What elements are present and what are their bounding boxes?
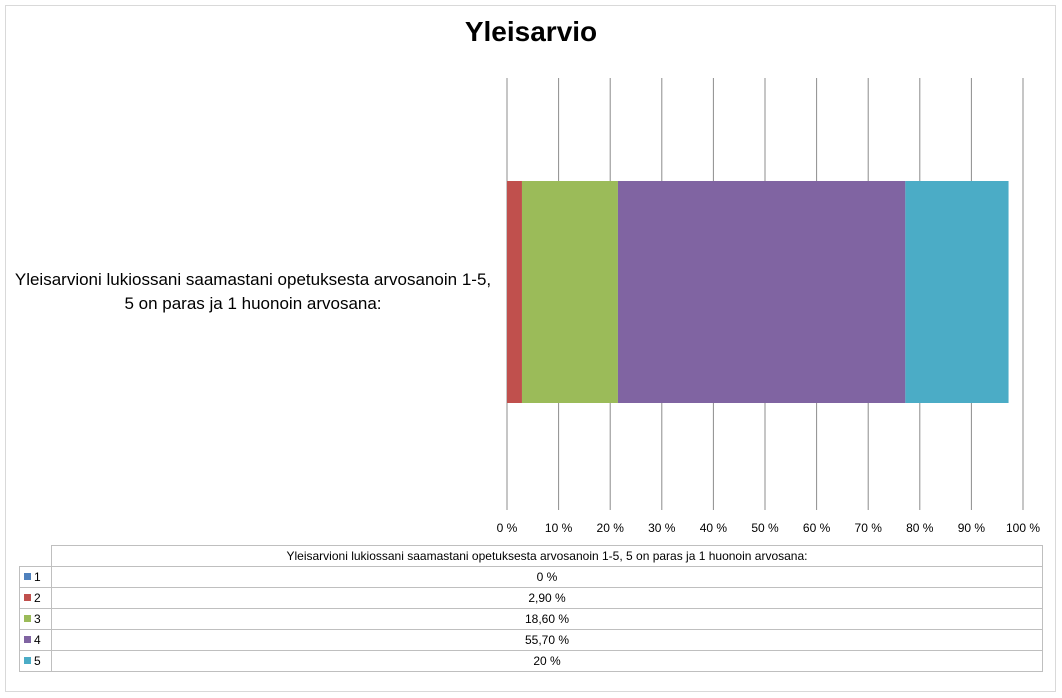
legend-swatch: [24, 636, 31, 644]
x-tick-label: 40 %: [700, 521, 728, 535]
data-table: Yleisarvioni lukiossani saamastani opetu…: [19, 545, 1043, 672]
x-tick-label: 80 %: [906, 521, 934, 535]
chart-title: Yleisarvio: [464, 16, 598, 47]
data-table-row: 2 2,90 %: [19, 587, 1043, 609]
legend-label: 3: [34, 612, 41, 626]
bar-segment-3: [521, 181, 618, 403]
legend-label: 1: [34, 570, 41, 584]
bar-segment-4: [617, 181, 906, 403]
data-table-corner: [19, 545, 52, 567]
x-tick-label: 100 %: [1006, 521, 1040, 535]
x-tick-label: 30 %: [648, 521, 676, 535]
bar-segment-2: [507, 181, 522, 403]
data-table-row: 3 18,60 %: [19, 608, 1043, 630]
data-table-value: 20 %: [51, 650, 1043, 672]
legend-label: 2: [34, 591, 41, 605]
x-tick-label: 90 %: [958, 521, 986, 535]
x-axis-ticks: 0 % 10 % 20 % 30 % 40 % 50 % 60 % 70 % 80 % 90 % 1…: [497, 521, 1041, 535]
legend-key-5: 5: [19, 650, 52, 672]
x-tick-label: 50 %: [751, 521, 779, 535]
legend-swatch: [24, 657, 31, 665]
data-table-header: Yleisarvioni lukiossani saamastani opetu…: [51, 545, 1043, 567]
legend-swatch: [24, 615, 31, 623]
data-table-value: 55,70 %: [51, 629, 1043, 651]
legend-key-1: 1: [19, 566, 52, 588]
legend-swatch: [24, 573, 31, 581]
x-tick-label: 0 %: [497, 521, 518, 535]
data-table-row: 4 55,70 %: [19, 629, 1043, 651]
data-table-value: 0 %: [51, 566, 1043, 588]
legend-key-3: 3: [19, 608, 52, 630]
legend-swatch: [24, 594, 31, 602]
chart-plot: 0 % 10 % 20 % 30 % 40 % 50 % 60 % 70 % 80 % 90 % 1…: [497, 78, 1041, 535]
data-table-value: 2,90 %: [51, 587, 1043, 609]
legend-key-4: 4: [19, 629, 52, 651]
x-tick-label: 10 %: [545, 521, 573, 535]
category-label: Yleisarvioni lukiossani saamastani opetu…: [14, 270, 492, 313]
data-table-row: 5 20 %: [19, 650, 1043, 672]
data-table-value: 18,60 %: [51, 608, 1043, 630]
bar-segment-5: [905, 181, 1009, 403]
data-table-row: 1 0 %: [19, 566, 1043, 588]
legend-label: 4: [34, 633, 41, 647]
stacked-bar: [507, 181, 1009, 403]
legend-key-2: 2: [19, 587, 52, 609]
x-tick-label: 60 %: [803, 521, 831, 535]
x-tick-label: 70 %: [855, 521, 883, 535]
x-tick-label: 20 %: [597, 521, 625, 535]
legend-label: 5: [34, 654, 41, 668]
